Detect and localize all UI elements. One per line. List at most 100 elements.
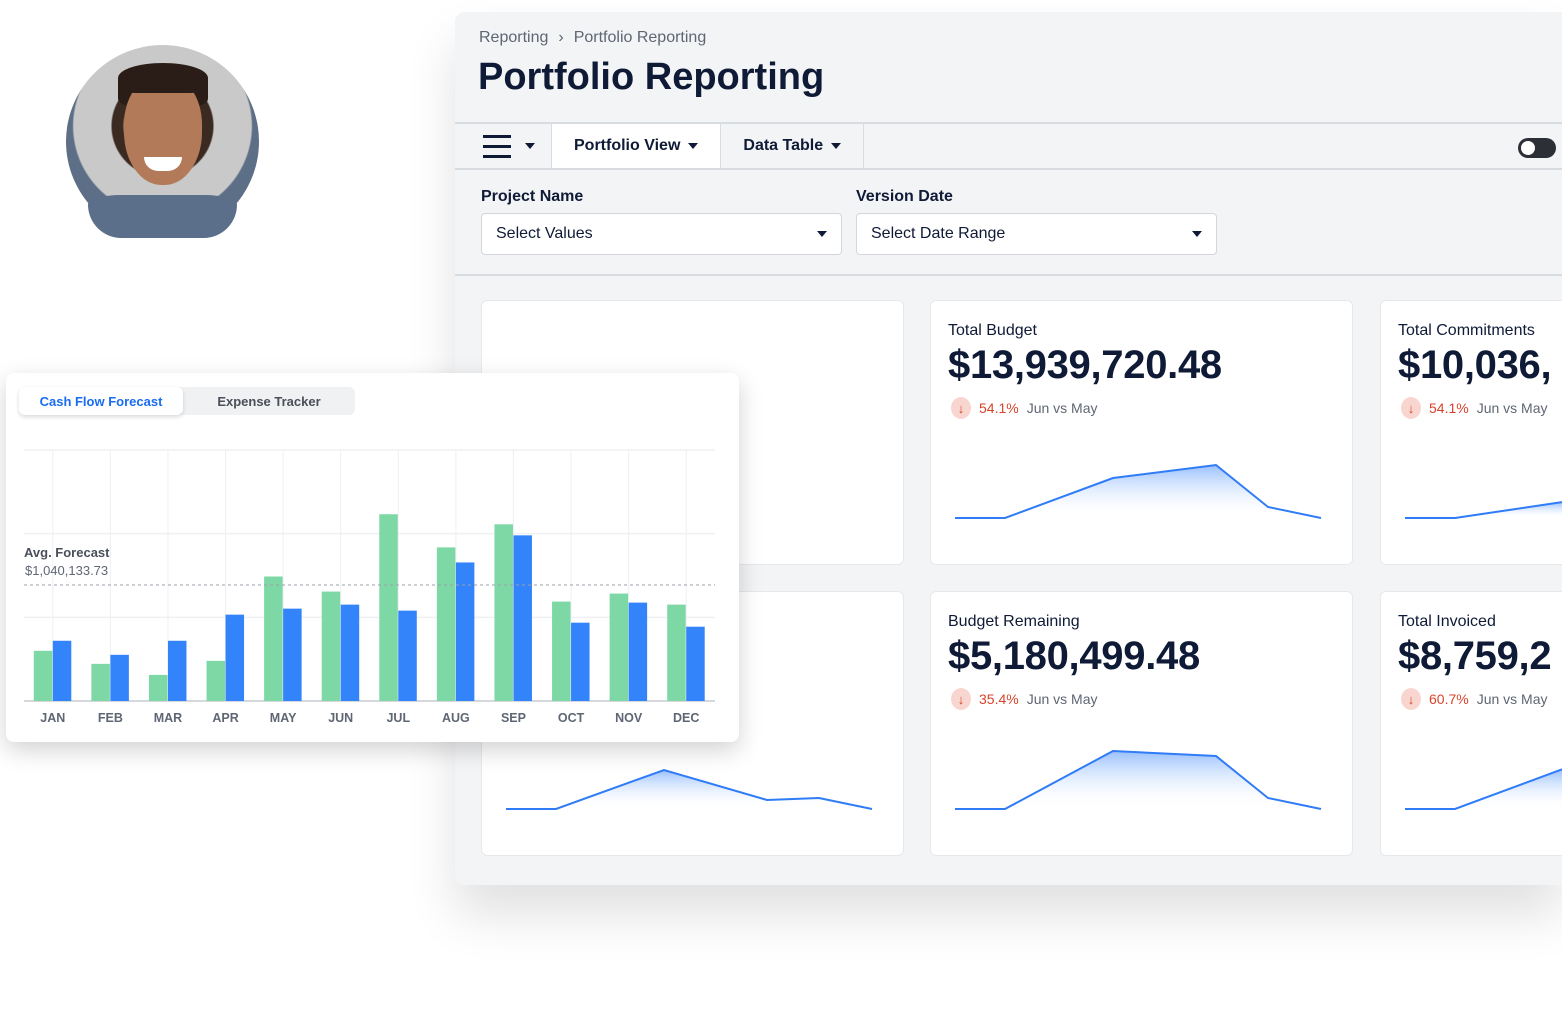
sparkline-area	[1405, 502, 1562, 518]
sparkline	[955, 749, 1322, 810]
sparkline	[1405, 768, 1562, 810]
page-title: Portfolio Reporting	[478, 56, 825, 98]
x-tick-label: JUN	[328, 711, 353, 725]
x-tick-label: MAR	[154, 711, 182, 725]
bar-nov-series-1[interactable]	[609, 593, 629, 701]
divider	[455, 274, 1562, 276]
bar-may-series-1[interactable]	[264, 576, 283, 701]
caret-down-icon	[1192, 231, 1202, 237]
bar-mar-series-1[interactable]	[148, 674, 168, 701]
portfolio-view-dropdown[interactable]: Portfolio View	[552, 124, 722, 168]
x-tick-label: FEB	[98, 711, 123, 725]
x-tick-label: MAY	[270, 711, 297, 725]
bar-jun-series-1[interactable]	[321, 591, 341, 701]
kpi-label: Total Commitments	[1398, 322, 1535, 339]
menu-button[interactable]	[455, 124, 552, 168]
bar-mar-series-2[interactable]	[167, 640, 187, 701]
avatar	[66, 45, 259, 238]
bar-jun-series-2[interactable]	[340, 604, 360, 701]
bar-jan-series-1[interactable]	[33, 650, 53, 701]
tab-cash-flow-forecast[interactable]: Cash Flow Forecast	[19, 387, 183, 415]
data-table-label: Data Table	[743, 137, 824, 154]
kpi-value: $13,939,720.48	[948, 343, 1222, 387]
bar-jan-series-2[interactable]	[52, 640, 72, 701]
bar-sep-series-2[interactable]	[513, 535, 532, 701]
sparkline	[955, 463, 1322, 519]
project-name-value: Select Values	[496, 225, 593, 242]
caret-down-icon	[525, 143, 535, 149]
bar-jul-series-2[interactable]	[398, 610, 417, 701]
data-table-dropdown[interactable]: Data Table	[721, 124, 865, 168]
bar-chart: JAN FEB MAR APR MAY JUN JUL AUG SEP OCT NOV DEC	[24, 449, 715, 725]
bar-feb-series-1[interactable]	[91, 663, 110, 701]
avg-forecast-value: $1,040,133.73	[25, 563, 109, 578]
sparkline-line	[1405, 768, 1562, 810]
version-date-value: Select Date Range	[871, 225, 1006, 242]
project-name-label: Project Name	[481, 188, 584, 205]
toggle-switch[interactable]	[1518, 138, 1556, 158]
bar-oct-series-1[interactable]	[552, 601, 571, 701]
tab-expense-tracker[interactable]: Expense Tracker	[217, 393, 321, 409]
version-date-label: Version Date	[856, 188, 953, 205]
kpi-card[interactable]: Total Invoiced $8,759,2 ↓ 60.7% Jun vs May	[1380, 591, 1562, 856]
bar-feb-series-2[interactable]	[110, 654, 129, 701]
change-compare: Jun vs May	[1476, 400, 1548, 416]
bar-apr-series-2[interactable]	[225, 614, 245, 701]
bar-dec-series-1[interactable]	[667, 604, 686, 701]
bar-dec-series-2[interactable]	[686, 626, 705, 701]
x-tick-label: APR	[212, 711, 238, 725]
project-name-select[interactable]: Select Values	[481, 213, 842, 255]
sparkline-area	[955, 751, 1321, 809]
change-percent: 35.4%	[979, 691, 1019, 707]
caret-down-icon	[831, 143, 842, 149]
kpi-label: Total Budget	[948, 322, 1037, 339]
x-tick-label: AUG	[442, 711, 470, 725]
kpi-change: ↓ 54.1% Jun vs May	[1401, 397, 1548, 419]
breadcrumb-current: Portfolio Reporting	[573, 29, 707, 46]
kpi-label: Budget Remaining	[948, 613, 1080, 630]
kpi-value: $5,180,499.48	[948, 634, 1200, 678]
kpi-value: $10,036,	[1398, 343, 1552, 387]
sparkline-area	[1405, 769, 1562, 809]
change-percent: 60.7%	[1429, 691, 1469, 707]
arrow-down-icon: ↓	[951, 397, 971, 419]
kpi-card[interactable]: Total Budget $13,939,720.48 ↓ 54.1% Jun vs…	[930, 300, 1353, 565]
kpi-change: ↓ 54.1% Jun vs May	[951, 397, 1098, 419]
breadcrumb: Reporting › Portfolio Reporting	[479, 29, 706, 47]
bar-aug-series-2[interactable]	[455, 562, 475, 701]
bar-apr-series-1[interactable]	[206, 660, 226, 701]
kpi-change: ↓ 60.7% Jun vs May	[1401, 688, 1548, 710]
caret-down-icon	[688, 143, 699, 149]
bar-nov-series-2[interactable]	[628, 602, 648, 701]
sparkline-line	[1405, 501, 1562, 519]
x-tick-label: SEP	[501, 711, 526, 725]
x-tick-label: JAN	[40, 711, 65, 725]
avg-forecast-label: Avg. Forecast	[24, 545, 110, 560]
cash-flow-chart-card: Cash Flow Forecast Expense Tracker JAN FE…	[6, 373, 739, 742]
kpi-card[interactable]: Total Commitments $10,036, ↓ 54.1% Jun vs …	[1380, 300, 1562, 565]
change-compare: Jun vs May	[1026, 691, 1098, 707]
bar-sep-series-1[interactable]	[494, 524, 513, 701]
chart-tabs: Cash Flow Forecast Expense Tracker	[19, 387, 355, 415]
x-tick-label: JUL	[386, 711, 410, 725]
bar-may-series-2[interactable]	[283, 608, 302, 701]
sparkline-line	[955, 463, 1322, 519]
version-date-select[interactable]: Select Date Range	[856, 213, 1217, 255]
arrow-down-icon: ↓	[1401, 397, 1421, 419]
kpi-card[interactable]: Budget Remaining $5,180,499.48 ↓ 35.4% Jun…	[930, 591, 1353, 856]
bar-jul-series-1[interactable]	[379, 514, 398, 701]
chevron-right-icon: ›	[558, 29, 564, 46]
caret-down-icon	[817, 231, 827, 237]
sparkline-area	[506, 770, 872, 809]
change-compare: Jun vs May	[1476, 691, 1548, 707]
breadcrumb-reporting[interactable]: Reporting	[479, 29, 549, 46]
portfolio-view-label: Portfolio View	[574, 137, 681, 154]
bar-aug-series-1[interactable]	[436, 547, 456, 701]
sparkline-line	[506, 768, 873, 810]
sparkline-area	[955, 465, 1321, 518]
sparkline-line	[955, 749, 1322, 810]
bar-oct-series-2[interactable]	[571, 622, 590, 701]
kpi-change: ↓ 35.4% Jun vs May	[951, 688, 1098, 710]
kpi-value: $8,759,2	[1398, 634, 1552, 678]
sparkline	[1405, 501, 1562, 519]
